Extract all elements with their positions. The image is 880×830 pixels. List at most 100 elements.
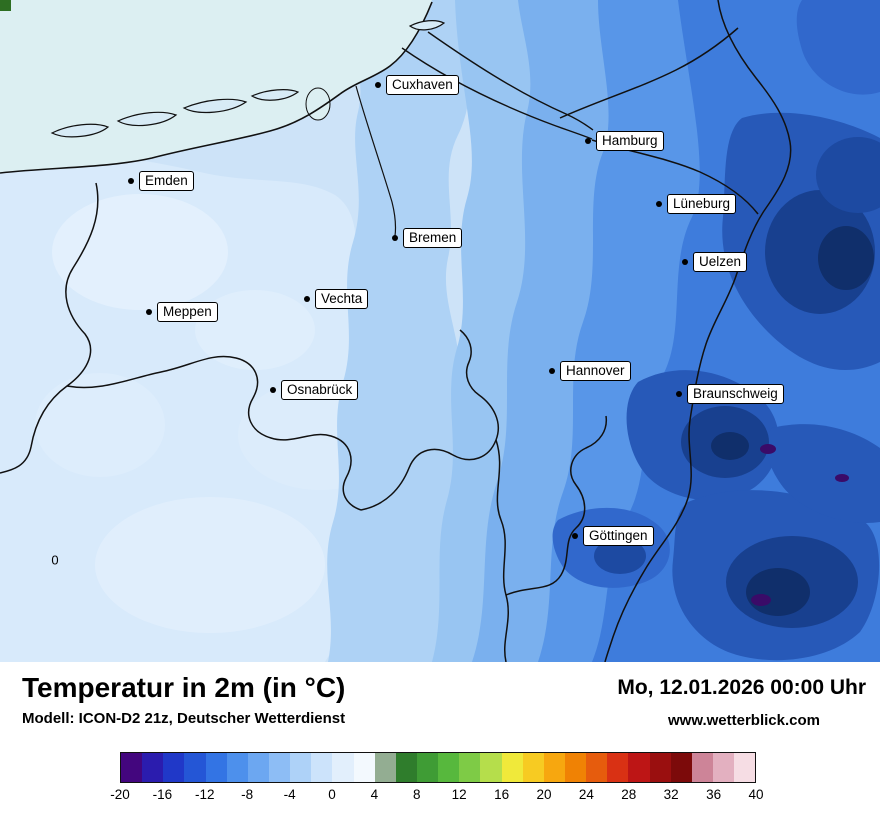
legend-segment bbox=[247, 753, 269, 782]
legend-tick-label: 12 bbox=[451, 787, 467, 802]
legend-segment bbox=[311, 753, 333, 782]
legend-segment bbox=[226, 753, 248, 782]
city-label: Cuxhaven bbox=[386, 75, 459, 95]
legend-segment bbox=[543, 753, 565, 782]
map: Cuxhaven Hamburg Emden Lüneburg Bremen Uelzen… bbox=[0, 0, 880, 662]
legend-segment bbox=[691, 753, 713, 782]
legend-tick-label: -8 bbox=[241, 787, 254, 802]
legend-segment bbox=[163, 753, 185, 782]
city-marker: Vechta bbox=[304, 289, 369, 309]
legend-bar bbox=[120, 752, 756, 783]
legend-segment bbox=[649, 753, 671, 782]
sea-and-coast bbox=[0, 0, 433, 174]
city-label: Meppen bbox=[157, 302, 218, 322]
city-marker: Bremen bbox=[392, 228, 463, 248]
legend-segment bbox=[734, 753, 756, 782]
legend-segment bbox=[290, 753, 312, 782]
corner-artifact bbox=[0, 0, 11, 11]
city-marker: Lüneburg bbox=[656, 194, 737, 214]
city-label: Braunschweig bbox=[687, 384, 784, 404]
legend-tick-label: 36 bbox=[706, 787, 722, 802]
website-url: www.wetterblick.com bbox=[668, 712, 820, 729]
elbe-estuary-south bbox=[401, 47, 593, 140]
legend-segment bbox=[268, 753, 291, 782]
city-dot-icon bbox=[549, 368, 555, 374]
elbe-estuary-north bbox=[427, 31, 594, 131]
border-east bbox=[604, 0, 792, 662]
city-dot-icon bbox=[572, 533, 578, 539]
weser-river bbox=[355, 85, 397, 237]
legend-tick-label: 28 bbox=[621, 787, 637, 802]
city-label: Hamburg bbox=[596, 131, 664, 151]
city-dot-icon bbox=[656, 201, 662, 207]
legend-tick-label: -12 bbox=[195, 787, 215, 802]
city-dot-icon bbox=[375, 82, 381, 88]
north-sea bbox=[0, 0, 432, 173]
border-nrw bbox=[66, 355, 362, 511]
city-dot-icon bbox=[676, 391, 682, 397]
city-marker: Braunschweig bbox=[676, 384, 784, 404]
coastline bbox=[0, 1, 433, 174]
map-annotation: 0 bbox=[51, 552, 59, 568]
legend-segment bbox=[374, 753, 396, 782]
legend-tick-label: -20 bbox=[110, 787, 130, 802]
city-label: Lüneburg bbox=[667, 194, 737, 214]
legend-segment bbox=[480, 753, 502, 782]
temperature-map-svg bbox=[0, 0, 880, 662]
border-hessen bbox=[495, 439, 509, 662]
model-info: Modell: ICON-D2 21z, Deutscher Wetterdie… bbox=[22, 710, 346, 727]
legend-segment bbox=[586, 753, 608, 782]
city-dot-icon bbox=[270, 387, 276, 393]
city-marker: Cuxhaven bbox=[375, 75, 459, 95]
legend-tick-label: 20 bbox=[536, 787, 552, 802]
legend-tick-label: 0 bbox=[328, 787, 336, 802]
legend-tick-label: 24 bbox=[578, 787, 594, 802]
city-marker: Hannover bbox=[549, 361, 631, 381]
city-dot-icon bbox=[682, 259, 688, 265]
city-dot-icon bbox=[146, 309, 152, 315]
legend-segment bbox=[205, 753, 227, 782]
border-northeast bbox=[559, 27, 739, 119]
legend-segment bbox=[607, 753, 629, 782]
footer: Temperatur in 2m (in °C) Modell: ICON-D2… bbox=[0, 662, 880, 830]
legend-segment bbox=[438, 753, 460, 782]
city-label: Vechta bbox=[315, 289, 369, 309]
legend-segment bbox=[395, 753, 417, 782]
borders bbox=[0, 0, 792, 662]
city-marker: Emden bbox=[128, 171, 194, 191]
city-marker: Uelzen bbox=[682, 252, 748, 272]
city-label: Bremen bbox=[403, 228, 463, 248]
legend-segment bbox=[522, 753, 544, 782]
city-dot-icon bbox=[392, 235, 398, 241]
legend-segment bbox=[564, 753, 587, 782]
city-label: Hannover bbox=[560, 361, 631, 381]
legend-segment bbox=[121, 753, 143, 782]
legend-tick-label: 4 bbox=[370, 787, 379, 802]
legend-tick-label: 16 bbox=[494, 787, 510, 802]
page-title: Temperatur in 2m (in °C) bbox=[22, 672, 346, 703]
islands bbox=[50, 20, 446, 138]
legend-segment bbox=[501, 753, 523, 782]
legend-segment bbox=[142, 753, 164, 782]
legend-tick-label: 8 bbox=[413, 787, 421, 802]
temperature-legend: -20 -16 -12 -8 -4 0 4 8 12 16 20 24 28 32 36 40 bbox=[110, 752, 764, 805]
legend-ticks: -20 -16 -12 -8 -4 0 4 8 12 16 20 24 28 32 36 40 bbox=[110, 787, 763, 805]
city-marker: Meppen bbox=[146, 302, 218, 322]
city-dot-icon bbox=[128, 178, 134, 184]
legend-tick-label: 32 bbox=[663, 787, 679, 802]
city-marker: Osnabrück bbox=[270, 380, 359, 400]
border-goettingen bbox=[505, 415, 608, 596]
border-netherlands bbox=[0, 182, 99, 474]
temperature-field bbox=[0, 0, 880, 662]
forecast-datetime: Mo, 12.01.2026 00:00 Uhr bbox=[617, 676, 866, 699]
legend-tick-label: -16 bbox=[152, 787, 173, 802]
city-marker: Göttingen bbox=[572, 526, 654, 546]
legend-segment bbox=[332, 753, 354, 782]
legend-tick-label: 40 bbox=[748, 787, 764, 802]
rivers bbox=[355, 31, 594, 237]
legend-segment bbox=[670, 753, 692, 782]
city-marker: Hamburg bbox=[585, 131, 664, 151]
legend-tick-label: -4 bbox=[283, 787, 296, 802]
city-label: Emden bbox=[139, 171, 194, 191]
